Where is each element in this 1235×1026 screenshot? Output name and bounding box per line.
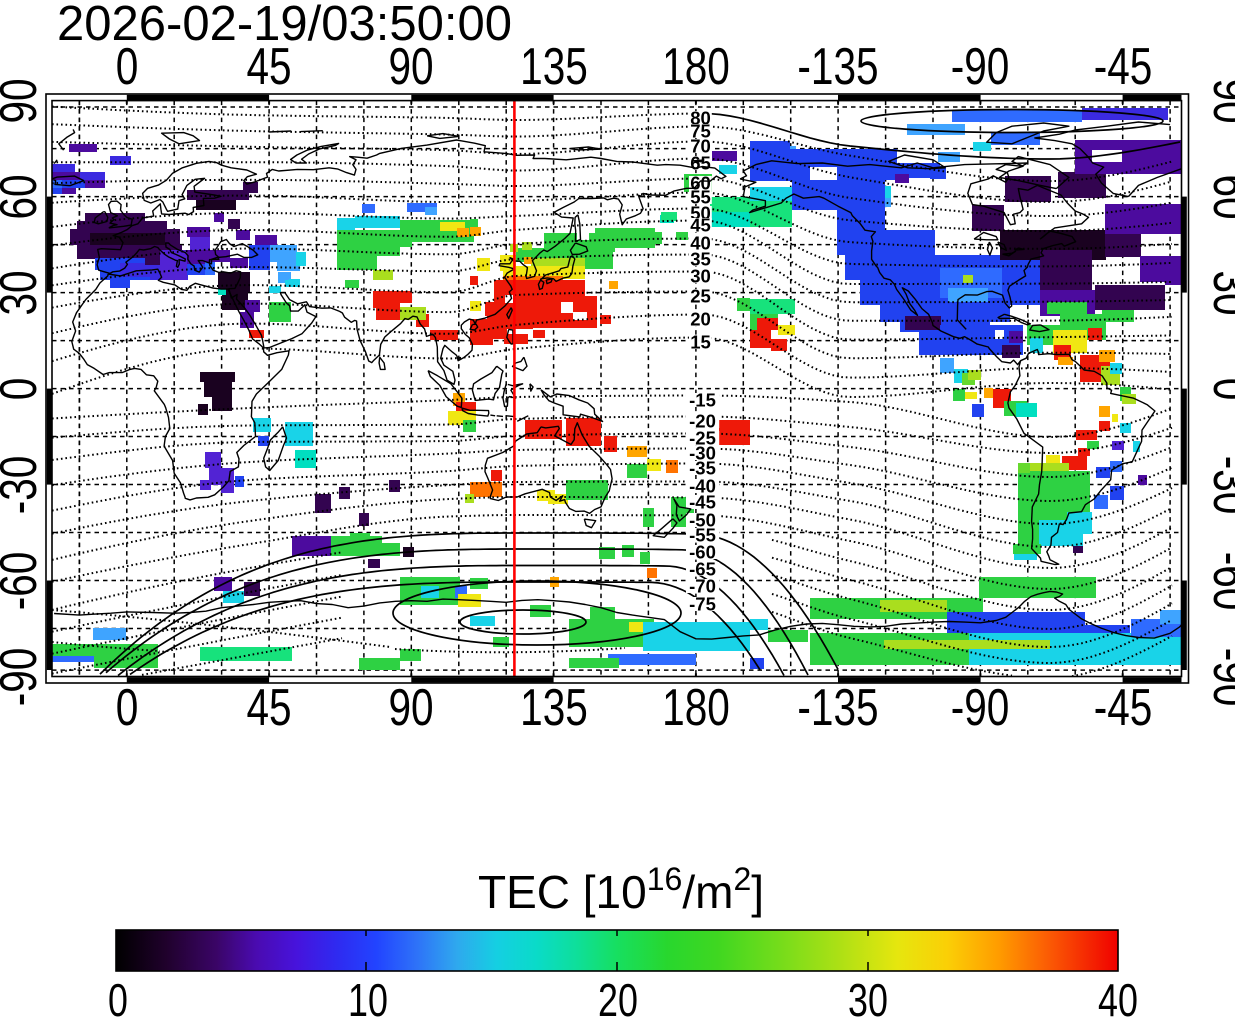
svg-text:180: 180 xyxy=(662,38,730,96)
svg-text:90: 90 xyxy=(0,78,48,123)
svg-text:-30: -30 xyxy=(0,456,48,515)
svg-text:75: 75 xyxy=(690,121,711,142)
svg-text:0: 0 xyxy=(0,378,48,401)
svg-text:-15: -15 xyxy=(689,390,716,411)
svg-text:-45: -45 xyxy=(1094,38,1153,96)
svg-text:0: 0 xyxy=(1202,378,1235,401)
svg-text:0: 0 xyxy=(116,679,139,737)
svg-text:-60: -60 xyxy=(689,542,716,563)
svg-text:-60: -60 xyxy=(1202,552,1235,611)
svg-text:TEC [1016/m2]: TEC [1016/m2] xyxy=(478,861,764,918)
svg-text:-45: -45 xyxy=(1094,679,1153,737)
svg-text:40: 40 xyxy=(1098,974,1138,1021)
svg-text:35: 35 xyxy=(690,249,711,270)
svg-text:30: 30 xyxy=(1202,270,1235,315)
svg-text:-60: -60 xyxy=(0,552,48,611)
svg-text:180: 180 xyxy=(662,679,730,737)
svg-text:-75: -75 xyxy=(689,594,716,615)
svg-text:-30: -30 xyxy=(689,443,716,464)
svg-text:30: 30 xyxy=(690,266,711,287)
svg-text:60: 60 xyxy=(690,173,711,194)
svg-text:10: 10 xyxy=(348,974,388,1021)
svg-text:55: 55 xyxy=(690,187,711,208)
svg-text:60: 60 xyxy=(0,174,48,219)
svg-text:-25: -25 xyxy=(689,428,716,449)
svg-text:45: 45 xyxy=(690,215,711,236)
svg-text:-40: -40 xyxy=(689,476,716,497)
svg-text:15: 15 xyxy=(690,332,711,353)
svg-text:80: 80 xyxy=(690,108,711,129)
svg-text:0: 0 xyxy=(116,38,139,96)
svg-text:30: 30 xyxy=(0,270,48,315)
svg-text:-50: -50 xyxy=(689,510,716,531)
svg-text:135: 135 xyxy=(520,679,588,737)
svg-text:40: 40 xyxy=(690,233,711,254)
svg-text:90: 90 xyxy=(388,679,433,737)
svg-text:0: 0 xyxy=(108,974,128,1021)
svg-text:-35: -35 xyxy=(689,458,716,479)
svg-text:25: 25 xyxy=(690,286,711,307)
svg-text:20: 20 xyxy=(598,974,638,1021)
svg-text:45: 45 xyxy=(246,38,291,96)
svg-text:-90: -90 xyxy=(951,679,1010,737)
svg-text:-55: -55 xyxy=(689,525,716,546)
svg-text:65: 65 xyxy=(690,153,711,174)
svg-text:-20: -20 xyxy=(689,411,716,432)
svg-text:-90: -90 xyxy=(951,38,1010,96)
svg-text:30: 30 xyxy=(848,974,888,1021)
svg-text:2026-02-19/03:50:00: 2026-02-19/03:50:00 xyxy=(57,0,512,51)
svg-text:90: 90 xyxy=(388,38,433,96)
svg-text:-70: -70 xyxy=(689,576,716,597)
svg-text:-135: -135 xyxy=(797,679,878,737)
svg-text:45: 45 xyxy=(246,679,291,737)
svg-text:135: 135 xyxy=(520,38,588,96)
svg-text:60: 60 xyxy=(1202,174,1235,219)
svg-text:70: 70 xyxy=(690,136,711,157)
svg-text:-135: -135 xyxy=(797,38,878,96)
svg-text:-90: -90 xyxy=(1202,648,1235,707)
svg-text:-90: -90 xyxy=(0,648,48,707)
svg-text:20: 20 xyxy=(690,309,711,330)
svg-text:-45: -45 xyxy=(689,492,716,513)
svg-text:-30: -30 xyxy=(1202,456,1235,515)
svg-text:90: 90 xyxy=(1202,78,1235,123)
svg-text:-65: -65 xyxy=(689,559,716,580)
